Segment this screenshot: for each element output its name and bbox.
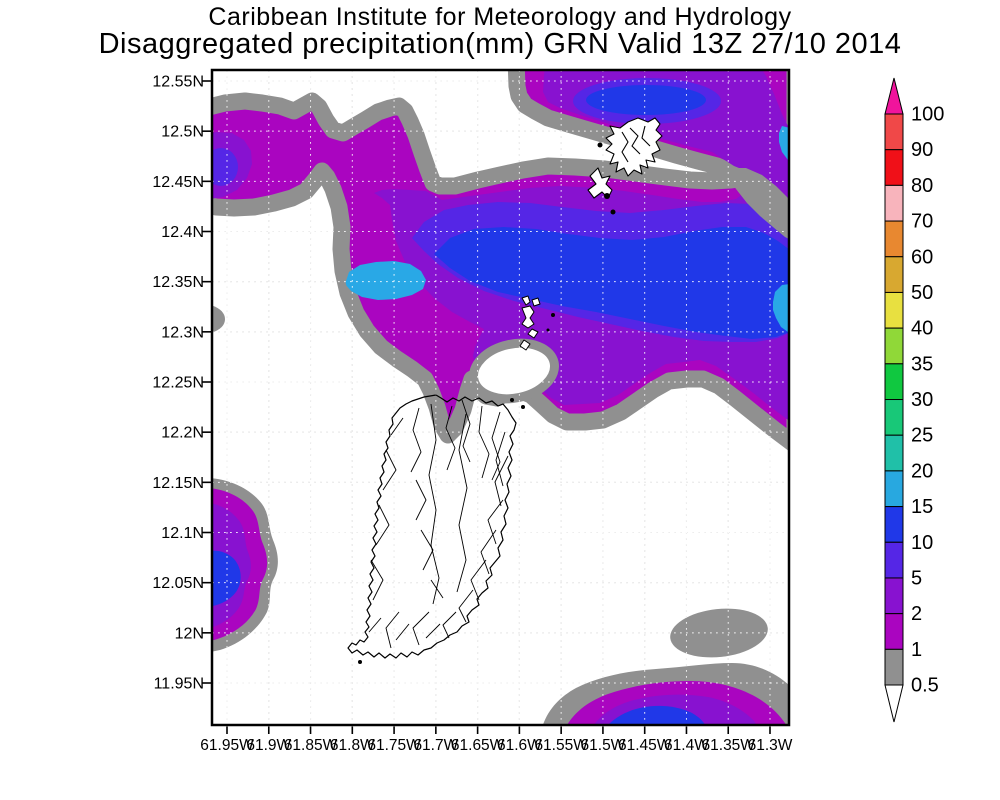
colorbar-label: 10: [911, 532, 933, 554]
colorbar-label: 1: [911, 639, 922, 661]
colorbar-box: [885, 435, 903, 471]
colorbar-label: 15: [911, 496, 933, 518]
colorbar-arrow-top: [885, 78, 903, 114]
colorbar-box: [885, 221, 903, 257]
colorbar-label: 60: [911, 246, 933, 268]
colorbar-label: 5: [911, 567, 922, 589]
page-subtitle: Disaggregated precipitation(mm) GRN Vali…: [0, 28, 1000, 61]
colorbar-label: 40: [911, 318, 933, 340]
grenada-island: [348, 395, 516, 658]
longitude-axis: 61.95W61.9W61.85W61.8W61.75W61.7W61.65W6…: [200, 727, 792, 755]
lat-tick-label: 12.5N: [161, 124, 204, 141]
colorbar-label: 35: [911, 353, 933, 375]
lat-tick-label: 12.3N: [161, 324, 204, 341]
contour-gray-ellipse: [668, 604, 770, 662]
colorbar-legend: 100 90 80 70 60 50 40 35 30 25 20 15 10 5 2 1 0.5: [885, 78, 944, 722]
colorbar-label: 100: [911, 104, 944, 126]
contour-blue-top-blob: [586, 85, 706, 115]
lat-tick-label: 12.15N: [152, 475, 204, 492]
colorbar-label: 70: [911, 211, 933, 233]
contour-blueviolet-left-pocket: [204, 148, 238, 186]
colorbar-box: [885, 578, 903, 614]
lon-tick-label: 61.3W: [748, 737, 793, 754]
colorbar-box: [885, 649, 903, 685]
lat-tick-label: 12.35N: [152, 274, 204, 291]
precipitation-map: 12.55N 12.5N 12.45N 12.4N 12.35N 12.3N 12.25N 1…: [0, 0, 1000, 800]
colorbar-label: 30: [911, 389, 933, 411]
precip-map-page: Caribbean Institute for Meteorology and …: [0, 0, 1000, 800]
colorbar-label: 50: [911, 282, 933, 304]
colorbar-label: 0.5: [911, 675, 939, 697]
lat-tick-label: 11.95N: [154, 676, 204, 693]
colorbar-box: [885, 114, 903, 150]
lat-tick-label: 12.55N: [152, 74, 204, 91]
colorbar-box: [885, 328, 903, 364]
lat-tick-label: 12.05N: [152, 575, 204, 592]
colorbar-box: [885, 150, 903, 186]
lat-tick-label: 12.45N: [152, 174, 204, 191]
colorbar-label: 25: [911, 425, 933, 447]
colorbar-arrow-bottom: [885, 685, 903, 722]
colorbar-box: [885, 185, 903, 221]
colorbar-box: [885, 292, 903, 328]
lat-tick-label: 12.2N: [161, 425, 204, 442]
lat-tick-label: 12.1N: [161, 525, 204, 542]
colorbar-box: [885, 400, 903, 436]
colorbar-box: [885, 614, 903, 650]
colorbar-box: [885, 542, 903, 578]
lat-tick-label: 12.4N: [161, 224, 204, 241]
lat-tick-label: 12.25N: [152, 375, 204, 392]
colorbar-label: 80: [911, 175, 933, 197]
colorbar-label: 2: [911, 603, 922, 625]
colorbar-box: [885, 471, 903, 507]
colorbar-box: [885, 507, 903, 543]
colorbar-label: 20: [911, 460, 933, 482]
colorbar-box: [885, 364, 903, 400]
contour-left-blob: [196, 478, 278, 655]
latitude-axis: 12.55N 12.5N 12.45N 12.4N 12.35N 12.3N 12.25N 1…: [152, 74, 211, 693]
contour-gray-bump-left-edge: [206, 304, 225, 334]
colorbar-box: [885, 257, 903, 293]
colorbar-label: 90: [911, 139, 933, 161]
lat-tick-label: 12N: [175, 625, 204, 642]
